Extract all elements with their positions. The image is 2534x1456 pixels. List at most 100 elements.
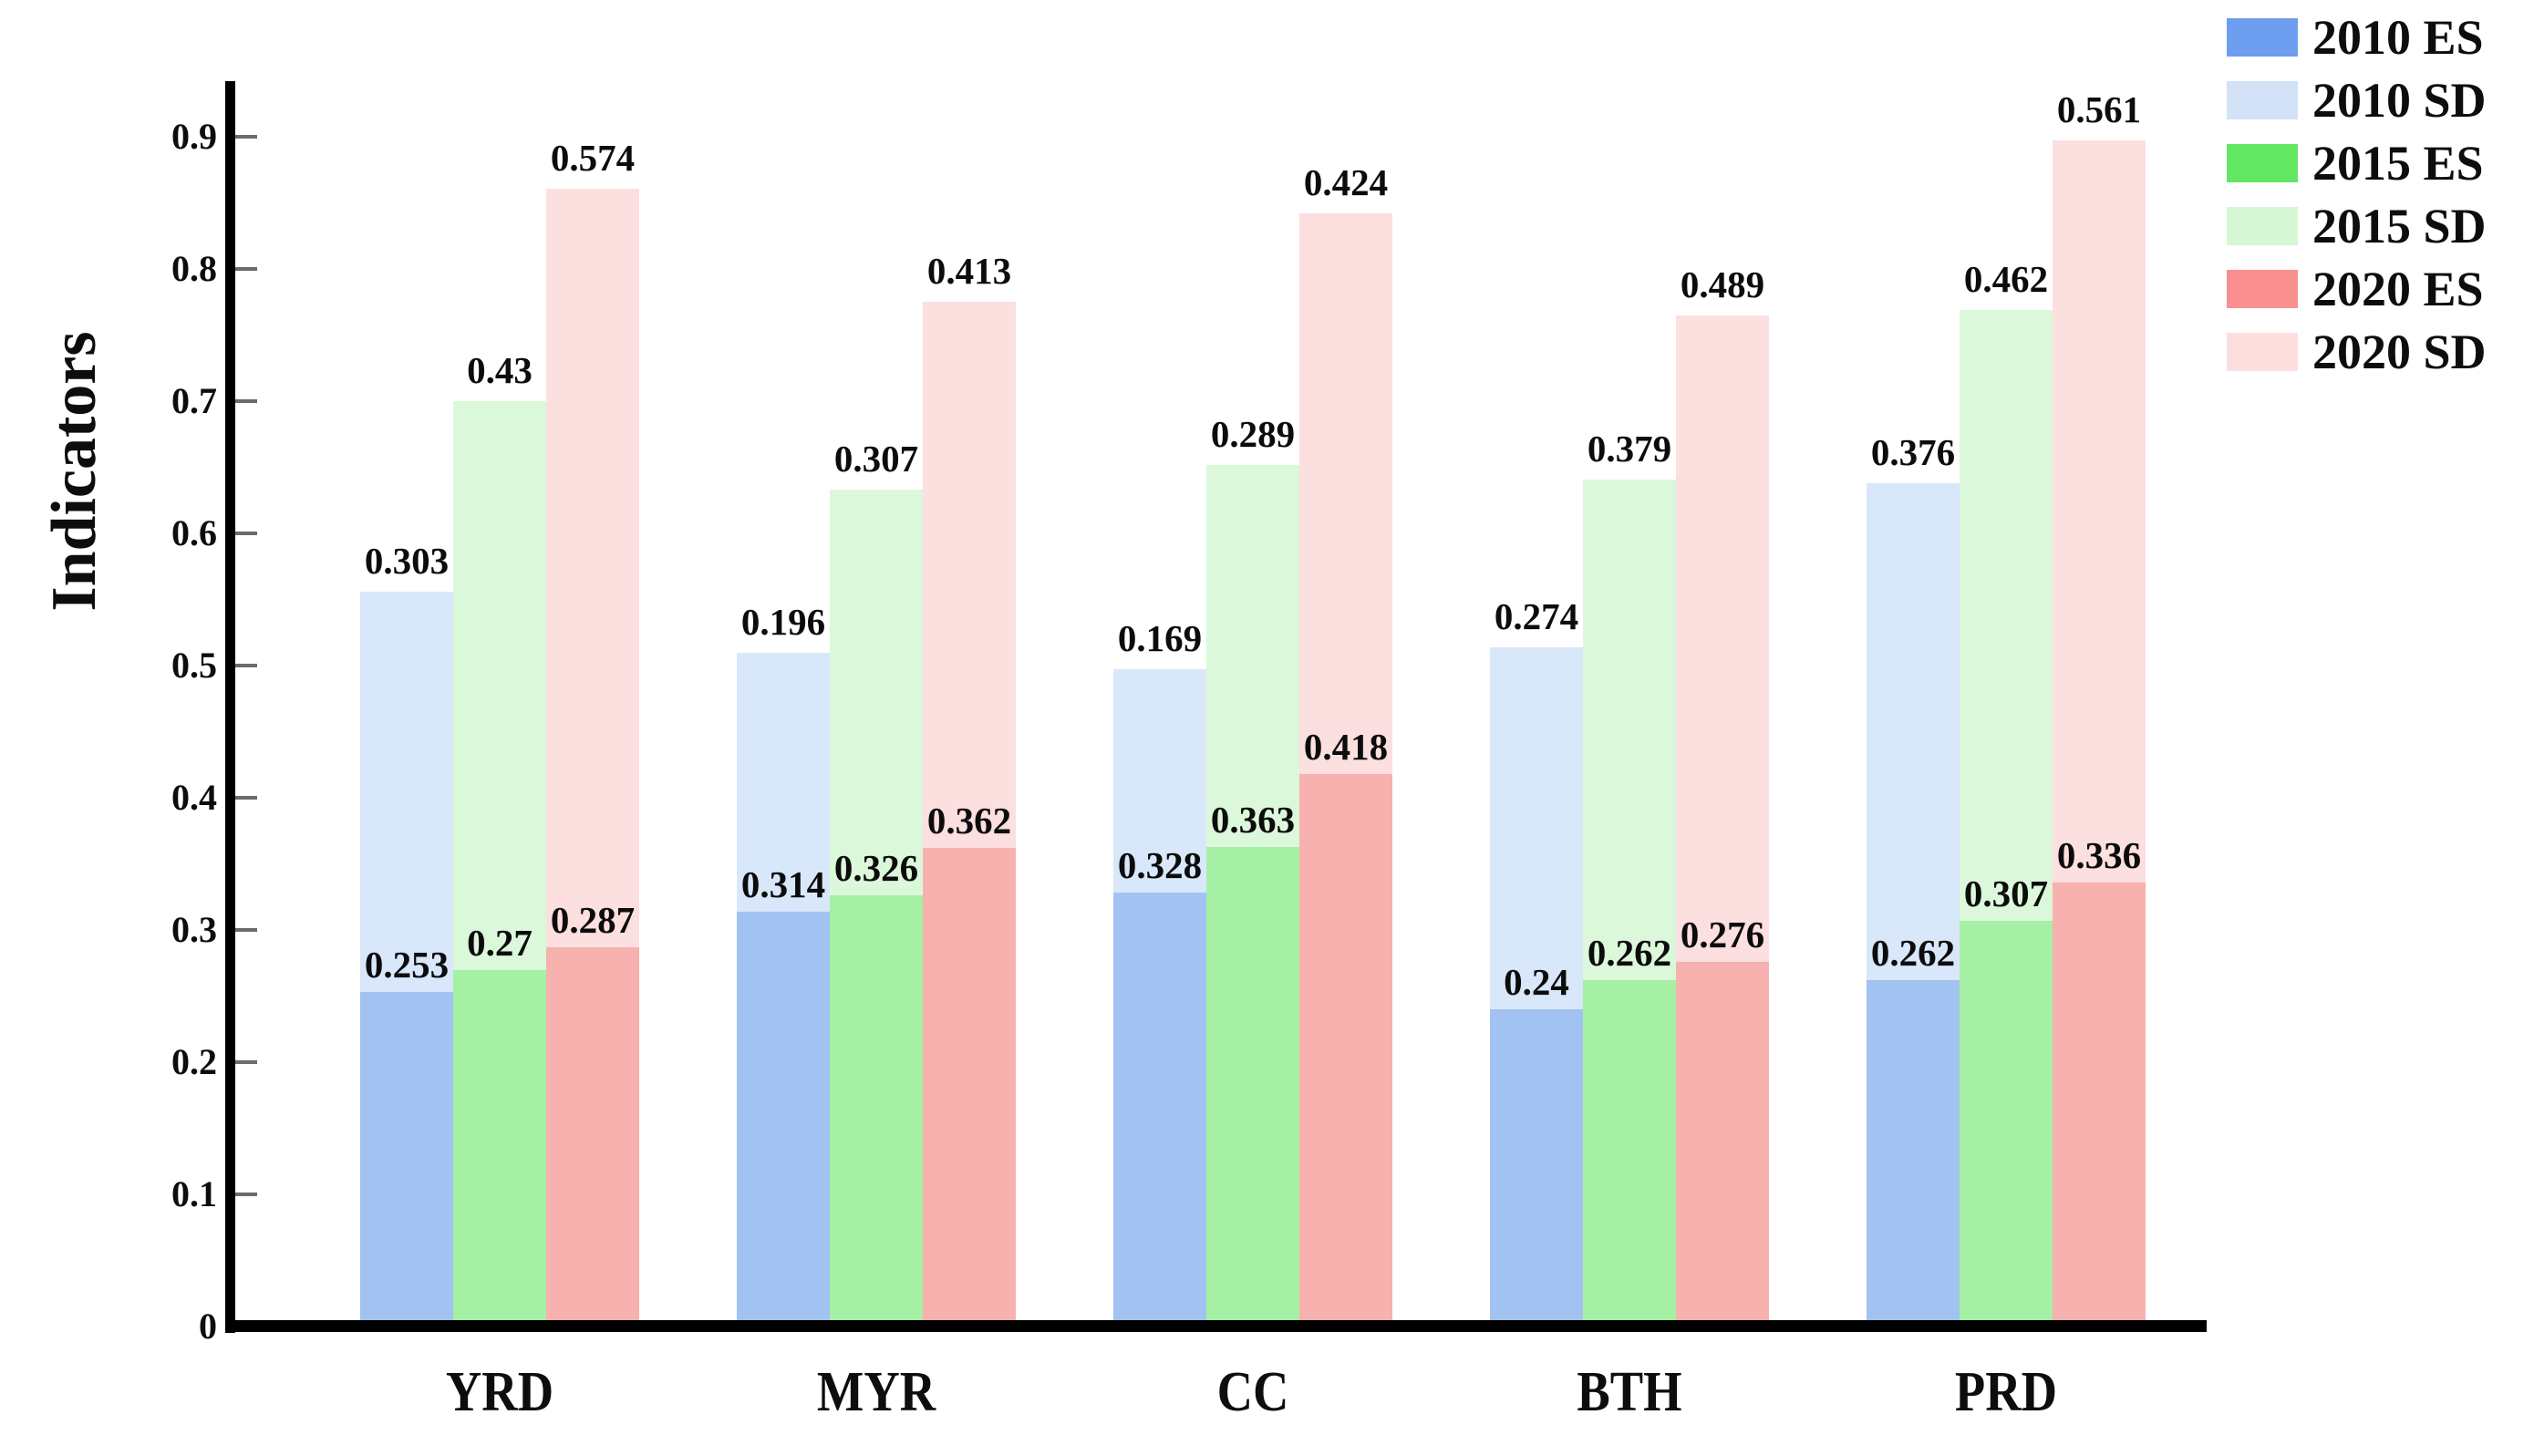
bar-sd-2015-MYR: [830, 490, 923, 896]
bar-value-sd-2010-BTH: 0.274: [1494, 594, 1579, 637]
bar-value-sd-2015-PRD: 0.462: [1963, 257, 2049, 300]
legend-swatch-2020-SD: [2227, 332, 2298, 371]
legend-item-2020-ES: 2020 ES: [2227, 257, 2487, 320]
bar-sd-2015-PRD: [1960, 309, 2053, 921]
bar-value-sd-2020-PRD: 0.561: [2056, 88, 2142, 131]
y-tick-mark-0.1: [235, 1193, 257, 1196]
bar-es-2015-YRD: [453, 969, 546, 1327]
bar-es-2020-MYR: [923, 848, 1016, 1327]
legend-item-2010-SD: 2010 SD: [2227, 68, 2487, 131]
bar-value-es-2010-PRD: 0.262: [1870, 932, 1956, 975]
bar-sd-2020-MYR: [923, 302, 1016, 849]
bar-value-sd-2020-YRD: 0.574: [550, 136, 636, 179]
bar-value-es-2010-CC: 0.328: [1117, 844, 1203, 887]
bar-value-sd-2010-MYR: 0.196: [740, 600, 826, 643]
y-tick-mark-0.7: [235, 399, 257, 403]
bar-value-sd-2015-CC: 0.289: [1210, 412, 1296, 455]
bar-value-sd-2020-MYR: 0.413: [926, 250, 1012, 293]
bar-value-es-2015-PRD: 0.307: [1963, 872, 2049, 914]
bar-value-sd-2010-CC: 0.169: [1117, 617, 1203, 660]
bar-sd-2010-PRD: [1867, 482, 1960, 981]
bar-value-sd-2020-BTH: 0.489: [1680, 263, 1765, 305]
bar-value-es-2010-BTH: 0.24: [1504, 961, 1569, 1003]
bar-es-2015-MYR: [830, 895, 923, 1327]
x-axis-label-BTH: BTH: [1577, 1361, 1682, 1423]
bar-sd-2010-MYR: [737, 652, 830, 912]
bar-value-es-2015-BTH: 0.262: [1587, 932, 1672, 975]
y-tick-label-0.7: 0.7: [171, 380, 217, 421]
bar-value-es-2020-BTH: 0.276: [1680, 913, 1765, 955]
bar-value-es-2010-YRD: 0.253: [364, 944, 450, 986]
bar-es-2010-MYR: [737, 911, 830, 1327]
bar-sd-2020-YRD: [546, 188, 639, 947]
bar-value-es-2015-MYR: 0.326: [833, 847, 919, 890]
bar-value-es-2010-MYR: 0.314: [740, 862, 826, 905]
legend-label-2020-ES: 2020 ES: [2312, 261, 2484, 316]
bar-value-sd-2010-YRD: 0.303: [364, 539, 450, 582]
bar-es-2020-YRD: [546, 946, 639, 1327]
x-axis-label-MYR: MYR: [816, 1361, 936, 1423]
bar-es-2015-PRD: [1960, 920, 2053, 1327]
legend-label-2015-ES: 2015 ES: [2312, 135, 2484, 191]
legend-label-2010-ES: 2010 ES: [2312, 9, 2484, 65]
bar-sd-2010-CC: [1113, 669, 1206, 893]
x-axis-label-CC: CC: [1216, 1361, 1289, 1423]
legend-item-2015-SD: 2015 SD: [2227, 194, 2487, 257]
y-tick-label-0.5: 0.5: [171, 645, 217, 686]
y-tick-mark-0.4: [235, 796, 257, 800]
bar-es-2020-CC: [1299, 773, 1392, 1327]
bar-es-2010-YRD: [360, 992, 453, 1327]
bar-es-2010-PRD: [1867, 980, 1960, 1327]
y-tick-label-0.8: 0.8: [171, 248, 217, 289]
bar-value-es-2015-CC: 0.363: [1210, 798, 1296, 841]
bar-es-2015-CC: [1206, 846, 1299, 1327]
bar-sd-2010-BTH: [1490, 646, 1583, 1009]
bar-es-2010-BTH: [1490, 1009, 1583, 1327]
y-axis-line: [225, 81, 235, 1333]
bar-es-2010-CC: [1113, 893, 1206, 1327]
legend-item-2010-ES: 2010 ES: [2227, 5, 2487, 68]
legend: 2010 ES 2010 SD 2015 ES 2015 SD 2020 ES 2020 …: [2227, 5, 2487, 383]
legend-swatch-2010-SD: [2227, 80, 2298, 119]
legend-item-2015-ES: 2015 ES: [2227, 131, 2487, 194]
x-axis-line: [225, 1320, 2207, 1332]
y-tick-mark-0.3: [235, 928, 257, 932]
legend-label-2015-SD: 2015 SD: [2312, 198, 2487, 253]
bar-sd-2010-YRD: [360, 591, 453, 993]
bar-sd-2020-PRD: [2053, 140, 2146, 883]
bar-value-sd-2015-MYR: 0.307: [833, 438, 919, 480]
legend-swatch-2015-ES: [2227, 143, 2298, 182]
y-tick-label-0.3: 0.3: [171, 909, 217, 950]
bar-es-2020-BTH: [1676, 961, 1769, 1327]
y-tick-mark-0.8: [235, 267, 257, 271]
bar-sd-2015-YRD: [453, 401, 546, 970]
y-tick-label-0.4: 0.4: [171, 777, 217, 818]
y-tick-mark-0.5: [235, 664, 257, 667]
x-axis-label-YRD: YRD: [445, 1361, 554, 1423]
bar-value-es-2020-MYR: 0.362: [926, 800, 1012, 842]
y-tick-label-0.1: 0.1: [171, 1173, 217, 1214]
x-axis-label-PRD: PRD: [1954, 1361, 2058, 1423]
bar-value-sd-2015-YRD: 0.43: [467, 349, 533, 391]
legend-swatch-2015-SD: [2227, 206, 2298, 245]
y-tick-mark-0.6: [235, 532, 257, 535]
legend-label-2020-SD: 2020 SD: [2312, 324, 2487, 379]
y-tick-mark-0.9: [235, 135, 257, 139]
y-tick-mark-0.2: [235, 1060, 257, 1064]
legend-swatch-2010-ES: [2227, 17, 2298, 57]
bar-sd-2020-BTH: [1676, 315, 1769, 962]
legend-swatch-2020-ES: [2227, 269, 2298, 308]
bar-sd-2015-CC: [1206, 464, 1299, 847]
bar-value-es-2020-YRD: 0.287: [550, 898, 636, 941]
y-tick-label-0.9: 0.9: [171, 116, 217, 157]
bar-value-sd-2020-CC: 0.424: [1303, 161, 1389, 204]
y-tick-label-0.6: 0.6: [171, 512, 217, 553]
bar-value-es-2020-CC: 0.418: [1303, 725, 1389, 768]
y-axis-title-text: Indicators: [39, 331, 109, 612]
legend-item-2020-SD: 2020 SD: [2227, 320, 2487, 383]
bar-sd-2015-BTH: [1583, 479, 1676, 981]
bar-es-2015-BTH: [1583, 980, 1676, 1327]
bar-sd-2020-CC: [1299, 213, 1392, 774]
y-tick-label-0.2: 0.2: [171, 1041, 217, 1082]
